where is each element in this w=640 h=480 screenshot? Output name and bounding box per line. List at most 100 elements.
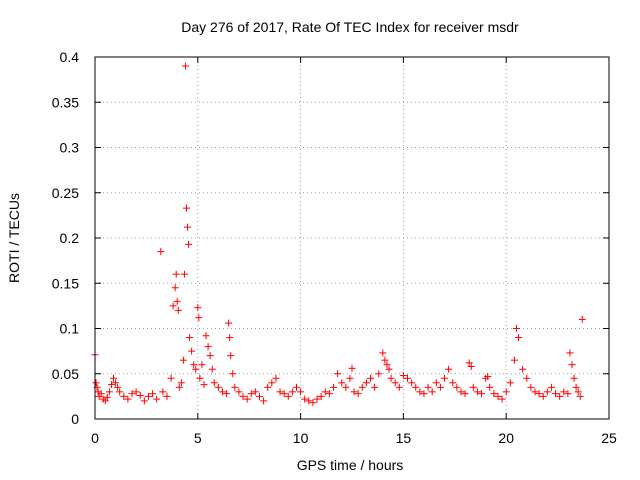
data-point	[441, 374, 449, 382]
data-point	[510, 356, 518, 364]
data-point	[484, 372, 492, 380]
data-point	[436, 383, 444, 391]
data-point	[334, 370, 342, 378]
y-axis-label: ROTI / TECUs	[6, 193, 22, 283]
data-point	[478, 390, 486, 398]
data-point	[552, 390, 560, 398]
data-point	[566, 349, 574, 357]
data-point	[519, 365, 527, 373]
data-point	[229, 370, 237, 378]
data-point	[416, 388, 424, 396]
data-point	[297, 388, 305, 396]
data-point	[157, 248, 165, 256]
data-point	[556, 392, 564, 400]
data-point	[272, 374, 280, 382]
data-point	[387, 374, 395, 382]
data-point	[350, 388, 358, 396]
data-point	[375, 370, 383, 378]
data-point	[578, 315, 586, 323]
data-point	[255, 392, 263, 400]
data-point	[247, 390, 255, 398]
data-point	[391, 379, 399, 387]
data-point	[574, 388, 582, 396]
y-tick-label: 0.15	[52, 275, 79, 291]
data-point	[412, 383, 420, 391]
data-point	[163, 392, 171, 400]
data-point	[313, 395, 321, 403]
data-point	[243, 395, 251, 403]
data-point	[174, 306, 182, 314]
data-point	[469, 383, 477, 391]
axis-ticks	[94, 56, 610, 420]
data-point	[200, 381, 208, 389]
data-point	[132, 388, 140, 396]
y-tick-label: 0.05	[52, 366, 79, 382]
data-point	[239, 392, 247, 400]
data-point	[321, 388, 329, 396]
data-point	[223, 390, 231, 398]
data-point	[494, 392, 502, 400]
x-tick-label: 10	[293, 430, 309, 446]
data-point	[395, 383, 403, 391]
data-point	[276, 388, 284, 396]
data-point	[227, 352, 235, 360]
y-tick-label: 0.25	[52, 185, 79, 201]
data-point	[486, 383, 494, 391]
x-tick-labels: 0 5 10 15 20 25	[91, 430, 617, 446]
data-point	[515, 334, 523, 342]
data-point	[144, 392, 152, 400]
y-tick-label: 0.2	[60, 230, 80, 246]
data-point	[288, 388, 296, 396]
data-point	[124, 395, 132, 403]
data-point	[473, 388, 481, 396]
data-point	[169, 302, 177, 310]
data-point	[408, 379, 416, 387]
data-point	[175, 383, 183, 391]
data-point	[194, 304, 202, 312]
data-point	[110, 374, 118, 382]
data-point	[453, 383, 461, 391]
data-point	[180, 270, 188, 278]
data-point	[179, 356, 187, 364]
data-point	[325, 390, 333, 398]
data-point	[432, 379, 440, 387]
data-point	[547, 383, 555, 391]
data-point	[251, 388, 259, 396]
data-point	[185, 240, 193, 248]
data-point	[264, 383, 272, 391]
data-point	[420, 390, 428, 398]
data-point	[172, 270, 180, 278]
data-point	[523, 374, 531, 382]
data-point	[97, 390, 105, 398]
data-point	[381, 356, 389, 364]
data-point	[182, 204, 190, 212]
x-tick-label: 20	[498, 430, 514, 446]
data-point	[338, 379, 346, 387]
data-point	[103, 393, 111, 401]
data-point	[354, 390, 362, 398]
data-point	[329, 383, 337, 391]
x-axis-label: GPS time / hours	[297, 457, 404, 473]
data-point	[498, 395, 506, 403]
data-point	[570, 374, 578, 382]
data-point	[105, 388, 113, 396]
data-point	[136, 391, 144, 399]
data-point	[465, 359, 473, 367]
data-point	[576, 392, 584, 400]
data-point	[225, 319, 233, 327]
data-point	[385, 365, 393, 373]
data-point	[457, 388, 465, 396]
data-point	[399, 372, 407, 380]
y-tick-label: 0.3	[60, 140, 80, 156]
data-point	[560, 388, 568, 396]
data-point	[490, 390, 498, 398]
data-point	[309, 399, 317, 407]
data-point	[539, 392, 547, 400]
data-point	[527, 383, 535, 391]
y-tick-label: 0.35	[52, 94, 79, 110]
data-point	[190, 361, 198, 369]
data-point	[114, 383, 122, 391]
data-point	[206, 352, 214, 360]
data-point	[159, 388, 167, 396]
data-point	[107, 381, 115, 389]
